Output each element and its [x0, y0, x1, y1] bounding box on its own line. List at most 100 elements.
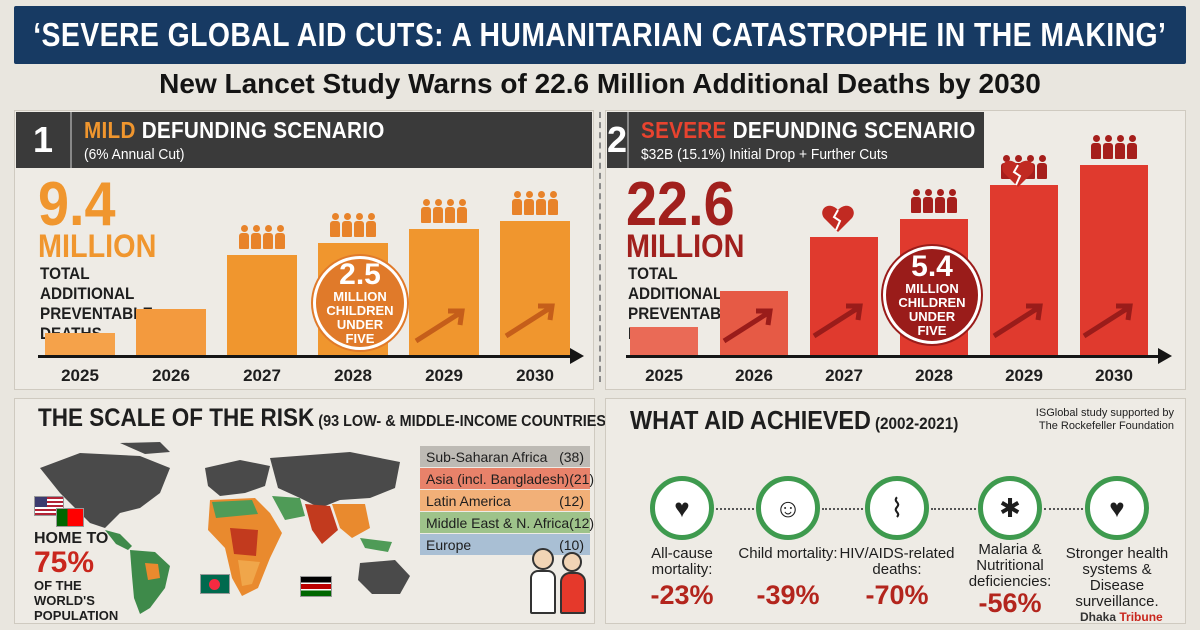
mild-scenario-header: 1 MILD DEFUNDING SCENARIO (6% Annual Cut… — [16, 112, 592, 168]
australia-shape — [358, 560, 410, 594]
scenario-title-rest: DEFUNDING SCENARIO — [141, 117, 385, 143]
circle-number: 2.5 — [339, 258, 381, 291]
flag-bangladesh — [200, 574, 230, 594]
severe-scenario-header: 2 SEVERE DEFUNDING SCENARIO $32B (15.1%)… — [607, 112, 984, 168]
scenario-divider — [599, 112, 601, 382]
nurse-icon — [562, 552, 582, 572]
person-icon — [251, 225, 261, 249]
person-icon — [445, 199, 455, 223]
stat-label: Child mortality: — [738, 545, 838, 562]
scenario-subtitle: (6% Annual Cut) — [84, 146, 185, 163]
scenario-title-rest: DEFUNDING SCENARIO — [732, 117, 976, 143]
legend-region-count: (21) — [569, 470, 595, 487]
year-label-2027: 2027 — [825, 366, 863, 385]
stat-value: -23% — [650, 580, 714, 610]
person-icon — [548, 191, 558, 215]
home-to-label: HOME TO — [34, 530, 109, 547]
bar-2026 — [136, 309, 206, 355]
bar-2029 — [409, 229, 479, 355]
population-label: OF THE WORLD'S POPULATION — [34, 578, 119, 623]
mild-axis — [38, 355, 572, 358]
stat-value: -39% — [756, 580, 820, 610]
legend-region-name: Sub-Saharan Africa — [426, 448, 548, 465]
person-icon — [342, 213, 352, 237]
person-icon — [239, 225, 249, 249]
circle-number: 5.4 — [911, 250, 953, 283]
connector-line — [822, 508, 863, 510]
source-note: ISGlobal study supported by The Rockefel… — [1035, 407, 1174, 432]
connector-line — [1044, 508, 1083, 510]
people-icon-group — [1091, 135, 1137, 159]
population-callout: HOME TO 75% OF THE WORLD'S POPULATION — [34, 530, 134, 623]
scenario-subtitle: $32B (15.1%) Initial Drop + Further Cuts — [641, 146, 888, 163]
legend-item: Latin America (12) — [420, 490, 590, 511]
person-icon — [1115, 135, 1125, 159]
legend-item: Asia (incl. Bangladesh) (21) — [420, 468, 594, 489]
legend-region-name: Asia (incl. Bangladesh) — [426, 470, 570, 487]
year-label-2028: 2028 — [915, 366, 953, 385]
asia-shape — [270, 452, 400, 552]
year-label-2029: 2029 — [425, 366, 463, 385]
person-icon — [366, 213, 376, 237]
year-label-2030: 2030 — [516, 366, 554, 385]
legend-region-name: Middle East & N. Africa — [426, 514, 570, 531]
achieved-title: WHAT AID ACHIEVED (2002-2021) — [630, 405, 958, 436]
achieved-title-main: WHAT AID ACHIEVED — [630, 405, 871, 435]
subtitle: New Lancet Study Warns of 22.6 Million A… — [159, 68, 1041, 99]
stat-label: Stronger health systems & Disease survei… — [1065, 545, 1169, 610]
person-icon — [524, 191, 534, 215]
people-icon-group — [330, 213, 376, 237]
severe-children-circle: 5.4 MILLION CHILDREN UNDER FIVE — [883, 246, 981, 344]
severe-axis-arrow — [1158, 348, 1172, 364]
year-label-2025: 2025 — [645, 366, 683, 385]
mild-children-circle: 2.5 MILLION CHILDREN UNDER FIVE — [313, 256, 407, 350]
stat-label: Malaria & Nutritional deficiencies: — [968, 541, 1052, 590]
circle-desc: CHILDREN UNDER FIVE — [326, 303, 394, 346]
people-icon-group — [239, 225, 285, 249]
person-icon — [275, 225, 285, 249]
health-hands-icon: ♥ — [1085, 476, 1149, 540]
bar-2025 — [630, 327, 698, 355]
bar-2027 — [227, 255, 297, 355]
broken-heart-icon — [1002, 160, 1034, 187]
person-icon — [330, 213, 340, 237]
scenario-title-accent: SEVERE — [641, 117, 727, 143]
flag-kenya — [300, 576, 332, 597]
person-icon — [457, 199, 467, 223]
population-percent: 75% — [34, 546, 95, 579]
scenario-number: 2 — [607, 112, 630, 168]
person-icon — [354, 213, 364, 237]
flag-portugal — [56, 508, 84, 527]
brand-logo: Dhaka Tribune — [1080, 610, 1163, 624]
doctor-icon — [532, 548, 554, 570]
person-icon — [923, 189, 933, 213]
people-icon-group — [911, 189, 957, 213]
growth-arrow-icon — [992, 303, 1043, 339]
mild-big-number: 9.4 — [38, 170, 116, 239]
baby-icon: ☺ — [756, 476, 820, 540]
mild-axis-arrow — [570, 348, 584, 364]
people-icon-group — [512, 191, 558, 215]
risk-title-paren: (93 LOW- & MIDDLE-INCOME COUNTRIES) — [318, 413, 611, 430]
scenario-title: SEVERE DEFUNDING SCENARIO — [641, 117, 976, 144]
europe-shape — [205, 460, 270, 496]
legend-region-count: (12) — [559, 492, 584, 509]
person-icon — [421, 199, 431, 223]
growth-arrow-icon — [414, 308, 465, 344]
person-icon — [1127, 135, 1137, 159]
bar-2030 — [1080, 165, 1148, 355]
mild-big-desc: TOTAL ADDITIONAL PREVENTABLE DEATHS — [40, 264, 153, 343]
person-icon — [911, 189, 921, 213]
person-icon — [512, 191, 522, 215]
stat-label: All-cause mortality: — [651, 545, 713, 578]
year-label-2026: 2026 — [735, 366, 773, 385]
person-icon — [1103, 135, 1113, 159]
brand-name-a: Dhaka — [1080, 610, 1117, 624]
stat-value: -56% — [978, 588, 1042, 618]
scenario-number: 1 — [16, 112, 72, 168]
person-icon — [1091, 135, 1101, 159]
year-label-2025: 2025 — [61, 366, 99, 385]
circle-unit: MILLION — [905, 281, 959, 296]
achieved-title-paren: (2002-2021) — [874, 414, 959, 433]
world-map — [40, 442, 410, 614]
